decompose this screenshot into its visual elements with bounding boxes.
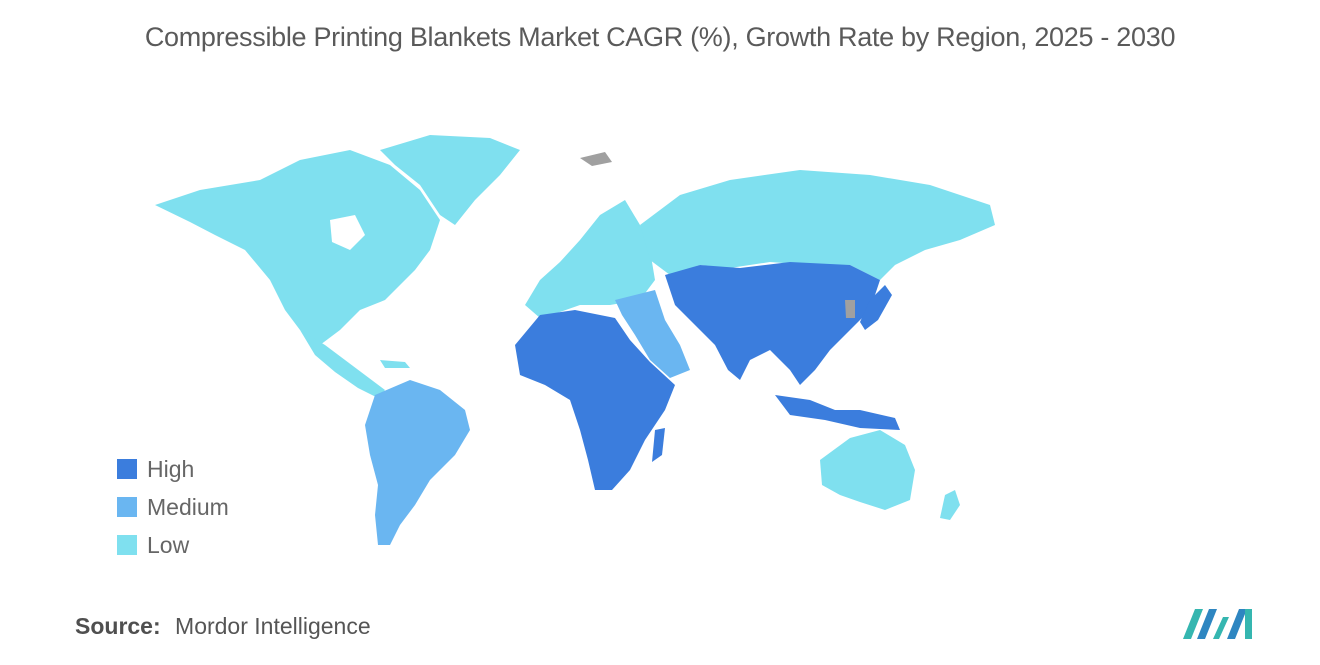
legend-item-low: Low xyxy=(117,526,229,564)
region-caribbean xyxy=(380,360,410,368)
legend-swatch-low xyxy=(117,535,137,555)
legend: High Medium Low xyxy=(117,450,229,564)
legend-swatch-medium xyxy=(117,497,137,517)
region-africa xyxy=(515,310,675,490)
region-north-america xyxy=(155,150,440,345)
region-new-zealand xyxy=(940,490,960,520)
region-southeast-asia xyxy=(775,395,900,430)
legend-item-high: High xyxy=(117,450,229,488)
legend-item-medium: Medium xyxy=(117,488,229,526)
legend-swatch-high xyxy=(117,459,137,479)
legend-label: Medium xyxy=(147,493,229,520)
region-south-america xyxy=(365,380,470,545)
legend-label: High xyxy=(147,455,195,482)
legend-label: Low xyxy=(147,531,190,558)
region-europe xyxy=(525,200,655,318)
region-middle-east xyxy=(615,290,690,378)
chart-title: Compressible Printing Blankets Market CA… xyxy=(144,22,1176,52)
region-australia xyxy=(820,430,915,510)
region-svalbard xyxy=(580,152,612,166)
region-japan xyxy=(860,285,892,330)
region-madagascar xyxy=(652,428,665,462)
region-central-america xyxy=(300,330,385,398)
hudson-bay xyxy=(330,215,365,250)
region-russia xyxy=(640,170,995,280)
source-label: Source: xyxy=(75,613,161,639)
source-text: Mordor Intelligence xyxy=(175,613,371,639)
mordor-logo-icon xyxy=(1183,609,1252,639)
region-greenland xyxy=(380,135,520,225)
source-line: Source: Mordor Intelligence xyxy=(75,613,371,640)
region-asia xyxy=(665,262,880,385)
region-korea xyxy=(845,300,855,318)
